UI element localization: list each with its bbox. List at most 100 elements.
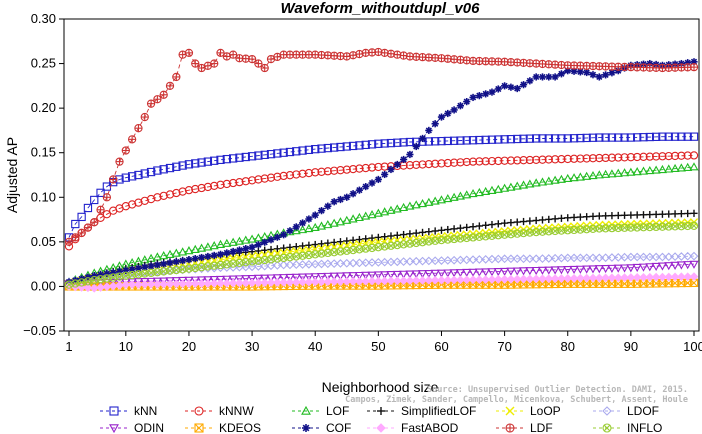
data-point [361, 244, 370, 253]
data-point [203, 262, 213, 271]
x-tick-label: 70 [497, 339, 511, 354]
data-point [532, 155, 541, 164]
data-point [292, 252, 301, 261]
data-point [456, 102, 465, 110]
data-point [335, 217, 345, 226]
data-point [443, 136, 452, 146]
data-point [222, 260, 231, 269]
data-point [317, 240, 326, 248]
data-point [512, 254, 522, 264]
data-point [96, 205, 105, 214]
data-point [475, 135, 484, 145]
data-point [526, 77, 534, 85]
data-point [538, 73, 547, 81]
data-point [146, 268, 156, 278]
data-point [349, 236, 357, 244]
legend-item-kdeos: KDEOS [185, 421, 261, 434]
data-point [430, 269, 440, 278]
data-point [335, 272, 345, 281]
data-point [77, 212, 86, 222]
data-point [298, 219, 307, 227]
data-point [519, 217, 528, 226]
data-point [165, 266, 175, 275]
data-point [665, 210, 673, 218]
data-point [494, 156, 503, 166]
data-point [310, 273, 320, 282]
data-point [273, 254, 282, 263]
y-tick-label: 0.05 [31, 234, 56, 249]
data-point [550, 175, 560, 184]
data-point [223, 249, 231, 257]
data-point [588, 154, 598, 163]
legend: kNN kNNW LOF SimplifiedLOF LoOP LDOF ODIN KDEOS… [100, 404, 662, 434]
data-point [361, 258, 371, 268]
data-point [336, 238, 345, 246]
data-point [469, 93, 477, 102]
data-point [494, 220, 502, 228]
legend-label: ODIN [134, 421, 164, 434]
data-point [317, 144, 326, 153]
data-point [216, 278, 225, 288]
data-point [493, 268, 503, 277]
data-point [336, 259, 345, 268]
series-layer [64, 47, 699, 293]
data-point [392, 270, 402, 280]
data-point [184, 48, 194, 58]
data-point [172, 258, 180, 266]
data-point [228, 278, 238, 288]
data-point [519, 156, 528, 165]
data-point [545, 215, 553, 223]
data-point [254, 247, 262, 255]
x-tick-label: 80 [561, 339, 575, 354]
data-point [683, 162, 693, 171]
data-point [670, 132, 680, 141]
data-point [468, 188, 478, 198]
data-point [254, 262, 263, 271]
data-point [607, 253, 617, 262]
data-point [551, 73, 559, 81]
data-point [595, 133, 604, 142]
x-tick-label: 100 [683, 339, 702, 354]
data-point [159, 251, 169, 260]
data-point [658, 272, 667, 282]
data-point [481, 275, 491, 284]
data-point [412, 229, 420, 237]
data-point [197, 279, 206, 288]
data-point [77, 228, 86, 238]
data-point [292, 223, 300, 231]
y-tick-label: 0.30 [31, 11, 56, 26]
data-point [449, 255, 459, 265]
data-point [557, 226, 566, 235]
data-point [538, 134, 547, 143]
data-point [160, 260, 168, 268]
data-point [405, 201, 415, 210]
data-point [677, 151, 686, 160]
x-tick-label: 30 [245, 339, 259, 354]
data-point [392, 257, 402, 267]
data-point [474, 255, 484, 264]
data-point [368, 179, 376, 187]
data-point [576, 225, 585, 234]
data-point [582, 171, 592, 180]
data-point [311, 168, 320, 177]
data-point [153, 279, 162, 289]
data-point [266, 149, 276, 159]
data-point [254, 151, 263, 160]
data-point [418, 198, 428, 208]
data-point [355, 186, 364, 194]
data-point [525, 155, 535, 165]
data-point [633, 133, 642, 142]
legend-label: COF [326, 421, 351, 434]
data-point [501, 219, 509, 227]
data-point [298, 242, 307, 250]
data-point [266, 173, 276, 182]
data-point [626, 273, 636, 282]
data-point [569, 273, 579, 283]
data-point [348, 277, 358, 286]
data-point [115, 280, 124, 290]
data-point [632, 252, 642, 262]
data-point [197, 253, 206, 262]
x-tick-label: 60 [434, 339, 448, 354]
data-point [172, 188, 181, 198]
data-point [292, 243, 300, 251]
